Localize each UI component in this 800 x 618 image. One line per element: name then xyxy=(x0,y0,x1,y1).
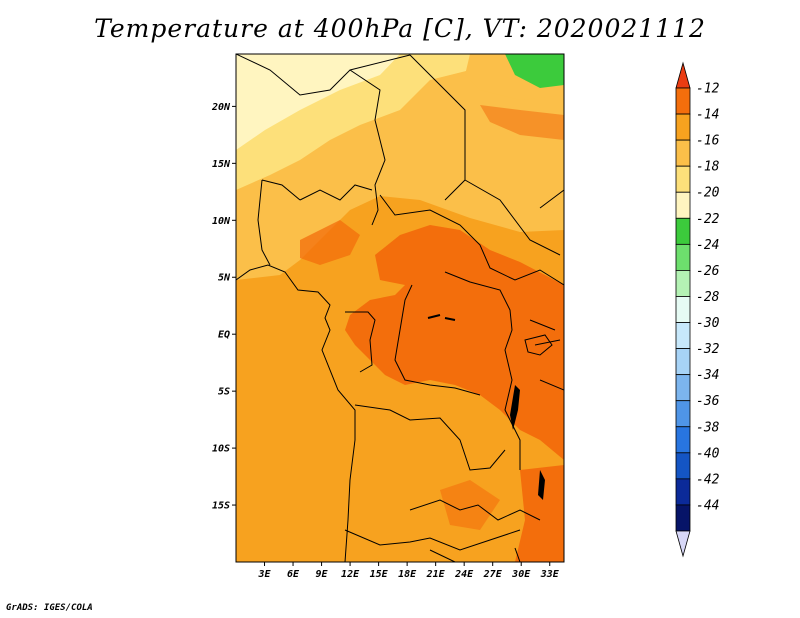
colorbar-label: -20 xyxy=(696,186,720,201)
lat-label: 15S xyxy=(212,501,230,512)
colorbar-top-arrow xyxy=(675,61,691,89)
lon-label: 12E xyxy=(341,569,360,580)
colorbar-label: -12 xyxy=(696,82,720,97)
colorbar-label: -40 xyxy=(696,446,720,461)
lake-tanganyika xyxy=(510,385,520,430)
lon-label: 27E xyxy=(483,569,503,580)
lon-label: 21E xyxy=(426,569,446,580)
colorbar-swatch xyxy=(675,139,691,167)
colorbar-swatch xyxy=(675,87,691,115)
lat-label: 5N xyxy=(218,273,231,284)
latitude-axis: 20N 15N 10N 5N EQ 5S 10S 15S xyxy=(211,102,236,512)
colorbar-swatch xyxy=(675,296,691,323)
lake-malawi xyxy=(538,470,545,500)
colorbar-label: -34 xyxy=(696,368,719,383)
lake-victoria xyxy=(524,334,553,356)
lon-label: 24E xyxy=(454,569,474,580)
field-se-warm-patch xyxy=(515,465,564,562)
colorbar-swatch xyxy=(675,270,691,297)
colorbar-label: -28 xyxy=(696,290,720,305)
lat-label: 10N xyxy=(212,216,231,227)
chart-title: Temperature at 400hPa [C], VT: 202002111… xyxy=(94,14,706,43)
colorbar-label: -24 xyxy=(696,238,719,253)
map-frame xyxy=(235,53,565,563)
river-congo-segment xyxy=(427,314,456,321)
colorbar-swatch xyxy=(675,113,691,141)
lat-label: 20N xyxy=(211,102,231,113)
field-ne-warm-streak xyxy=(480,105,564,140)
grads-credit: GrADS: IGES/COLA xyxy=(6,603,93,613)
colorbar-label: -22 xyxy=(696,212,720,227)
colorbar-swatch xyxy=(675,400,691,428)
colorbar-label: -42 xyxy=(696,472,720,487)
colorbar-label: -16 xyxy=(696,134,720,149)
field-west-warm-patch xyxy=(300,220,360,265)
colorbar-swatch xyxy=(675,374,691,402)
colorbar-label: -44 xyxy=(696,498,719,513)
colorbar-swatch xyxy=(675,165,691,193)
lon-label: 18E xyxy=(398,569,417,580)
colorbar-swatch xyxy=(675,348,691,376)
colorbar-label: -26 xyxy=(696,264,720,279)
lat-label: 15N xyxy=(212,159,231,170)
lon-label: 33E xyxy=(540,569,560,580)
lat-label: 5S xyxy=(218,387,230,398)
lat-label: EQ xyxy=(218,330,230,341)
colorbar-swatch xyxy=(675,322,691,349)
colorbar-label: -14 xyxy=(696,108,719,123)
colorbar-label: -30 xyxy=(696,316,720,331)
colorbar-swatch xyxy=(675,426,691,454)
field-s-warm-patch xyxy=(440,480,500,530)
field-band-minus-22-to-minus-20 xyxy=(236,54,400,150)
lon-label: 6E xyxy=(287,569,300,580)
lon-label: 3E xyxy=(257,569,271,580)
lakes xyxy=(427,314,553,500)
colorbar-label: -32 xyxy=(696,342,720,357)
colorbar-swatch xyxy=(675,217,691,245)
colorbar-swatch xyxy=(675,452,691,480)
colorbar-label: -38 xyxy=(696,420,720,435)
field-band-minus-24-to-minus-22 xyxy=(505,54,564,88)
colorbar-label: -36 xyxy=(696,394,720,409)
colorbar-label: -18 xyxy=(696,160,720,175)
lon-label: 15E xyxy=(370,569,389,580)
colorbar-swatch xyxy=(675,243,691,271)
colorbar-swatch xyxy=(675,504,691,532)
colorbar-swatch xyxy=(675,191,691,219)
lon-label: 9E xyxy=(316,569,329,580)
country-borders xyxy=(236,54,564,562)
colorbar: -12 -14 -16 -18 -20 -22 -24 -26 -28 -30 -32 -34 -36 -… xyxy=(675,61,720,558)
colorbar-bottom-arrow xyxy=(675,530,691,558)
colorbar-swatch xyxy=(675,478,691,506)
lon-label: 30E xyxy=(511,569,531,580)
field-band-minus-14-to-minus-12 xyxy=(345,225,564,460)
longitude-axis: 3E 6E 9E 12E 15E 18E 21E 24E 27E 30E 33E xyxy=(257,562,560,580)
lat-label: 10S xyxy=(212,444,230,455)
